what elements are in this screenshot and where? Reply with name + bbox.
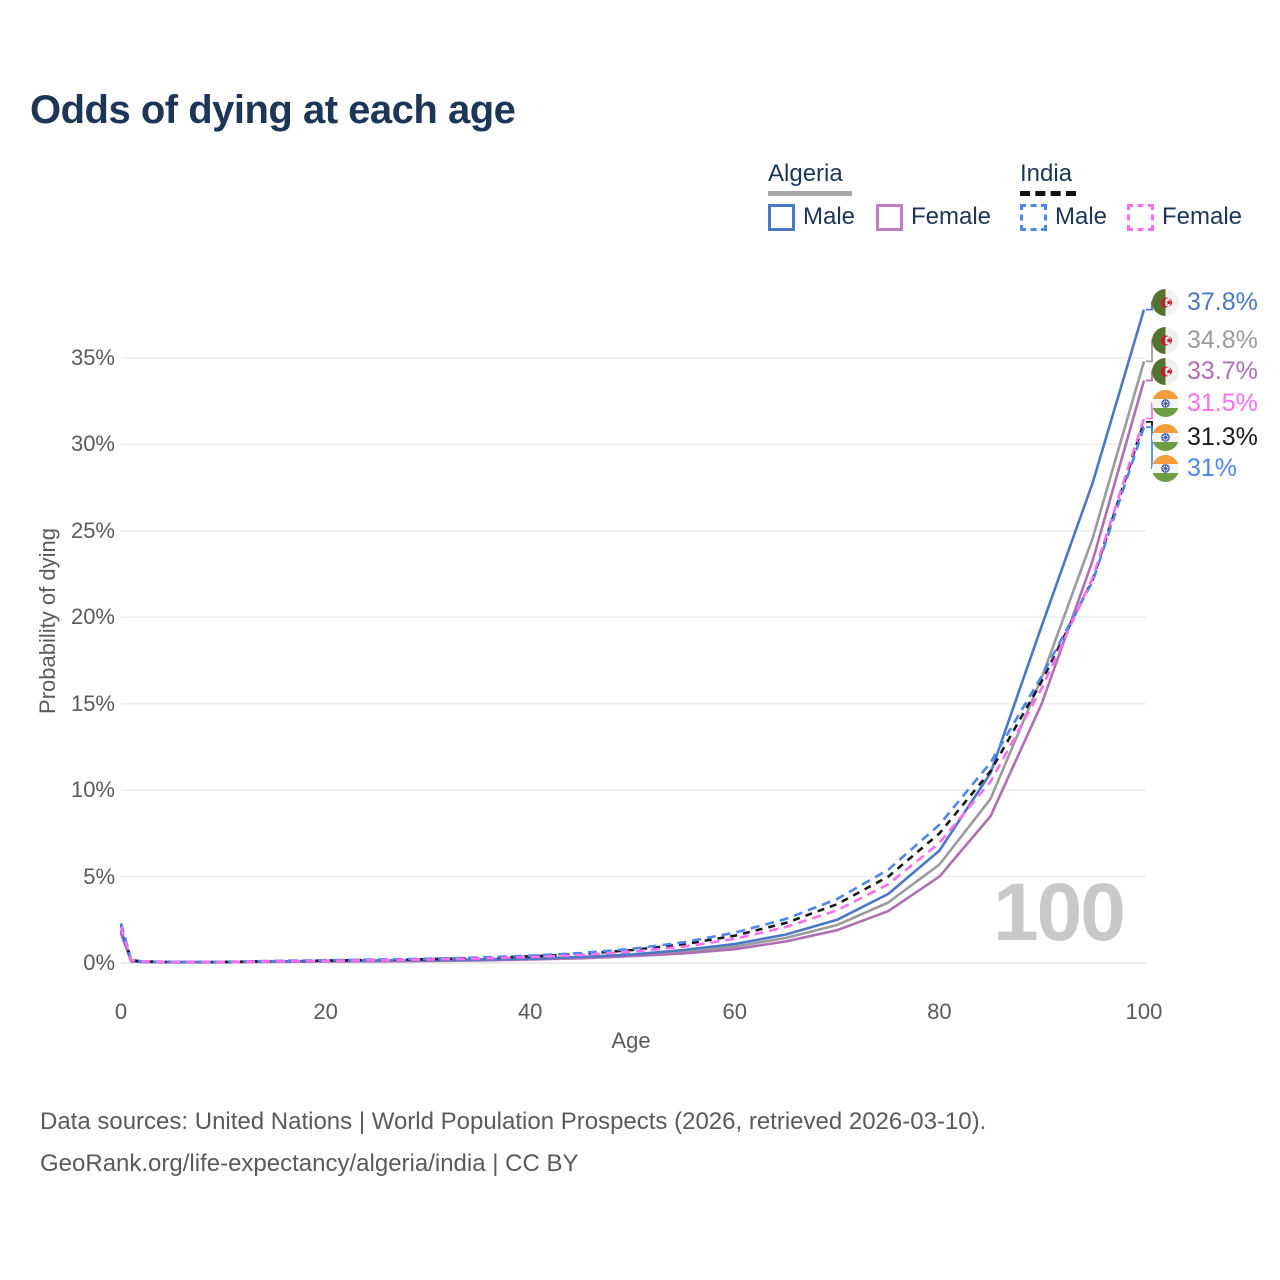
page-title: Odds of dying at each age <box>30 88 516 132</box>
end-label-value: 33.7% <box>1187 356 1258 385</box>
legend-algeria-linestyle-swatch <box>768 191 852 196</box>
legend-group-india: India <box>1020 160 1076 196</box>
y-tick-5%: 5% <box>83 863 115 889</box>
legend-label-india-female: Female <box>1162 203 1243 230</box>
line-india-female <box>119 418 1146 964</box>
legend-swatch-india-female <box>1127 203 1154 231</box>
legend-label-algeria-male: Male <box>803 203 856 230</box>
y-tick-10%: 10% <box>70 777 115 803</box>
legend-group-algeria: Algeria <box>768 160 852 196</box>
algeria-flag-icon <box>1152 288 1179 316</box>
end-label-india-male: 31% <box>1152 452 1237 484</box>
india-flag-icon <box>1152 423 1179 451</box>
hover-age-watermark: 100 <box>993 867 1126 958</box>
end-label-india-both-sexes: 31.3% <box>1152 421 1258 453</box>
x-tick-100: 100 <box>1125 999 1163 1024</box>
x-tick-60: 60 <box>722 999 748 1024</box>
end-label-value: 31.5% <box>1187 388 1258 417</box>
legend-label-algeria-female: Female <box>911 203 992 230</box>
y-tick-0%: 0% <box>83 950 115 975</box>
x-tick-0: 0 <box>114 999 128 1024</box>
x-tick-20: 20 <box>313 999 338 1024</box>
legend-label-india-male: Male <box>1055 203 1108 230</box>
legend-item-india-female[interactable]: Female <box>1127 203 1242 231</box>
end-label-algeria-male: 37.8% <box>1152 286 1258 318</box>
x-tick-80: 80 <box>927 999 952 1024</box>
attribution-text: GeoRank.org/life-expectancy/algeria/indi… <box>40 1150 579 1177</box>
legend-swatch-india-male <box>1020 203 1047 231</box>
end-label-algeria-female: 33.7% <box>1152 355 1258 387</box>
legend-item-india-male[interactable]: Male <box>1020 203 1107 231</box>
end-label-algeria-both-sexes: 34.8% <box>1152 324 1258 356</box>
algeria-flag-icon <box>1152 357 1179 385</box>
end-label-value: 34.8% <box>1187 325 1258 354</box>
end-label-value: 31% <box>1187 453 1238 482</box>
india-flag-icon <box>1152 389 1179 417</box>
line-algeria-male <box>119 309 1146 964</box>
y-tick-35%: 35% <box>70 344 115 370</box>
end-label-india-female: 31.5% <box>1152 387 1258 419</box>
y-tick-30%: 30% <box>70 431 115 457</box>
end-label-value: 31.3% <box>1187 422 1258 451</box>
y-tick-20%: 20% <box>70 604 115 630</box>
x-tick-40: 40 <box>517 999 543 1024</box>
legend-swatch-algeria-female <box>876 203 903 231</box>
legend-country-india: India <box>1020 160 1073 187</box>
x-axis-title: Age <box>611 1028 651 1053</box>
end-label-value: 37.8% <box>1187 287 1258 316</box>
data-sources-text: Data sources: United Nations | World Pop… <box>40 1108 987 1135</box>
legend-item-algeria-male[interactable]: Male <box>768 203 855 231</box>
algeria-flag-icon <box>1152 326 1179 354</box>
line-algeria-both <box>119 361 1146 964</box>
legend-country-algeria: Algeria <box>768 160 843 187</box>
line-algeria-female <box>119 380 1146 964</box>
line-india-male <box>119 426 1146 964</box>
india-flag-icon <box>1152 454 1179 482</box>
legend-india-linestyle-swatch <box>1020 191 1076 196</box>
y-tick-15%: 15% <box>70 690 115 716</box>
legend-swatch-algeria-male <box>768 203 795 231</box>
line-india-both <box>119 421 1146 964</box>
y-tick-25%: 25% <box>70 517 115 543</box>
legend-item-algeria-female[interactable]: Female <box>876 203 991 231</box>
